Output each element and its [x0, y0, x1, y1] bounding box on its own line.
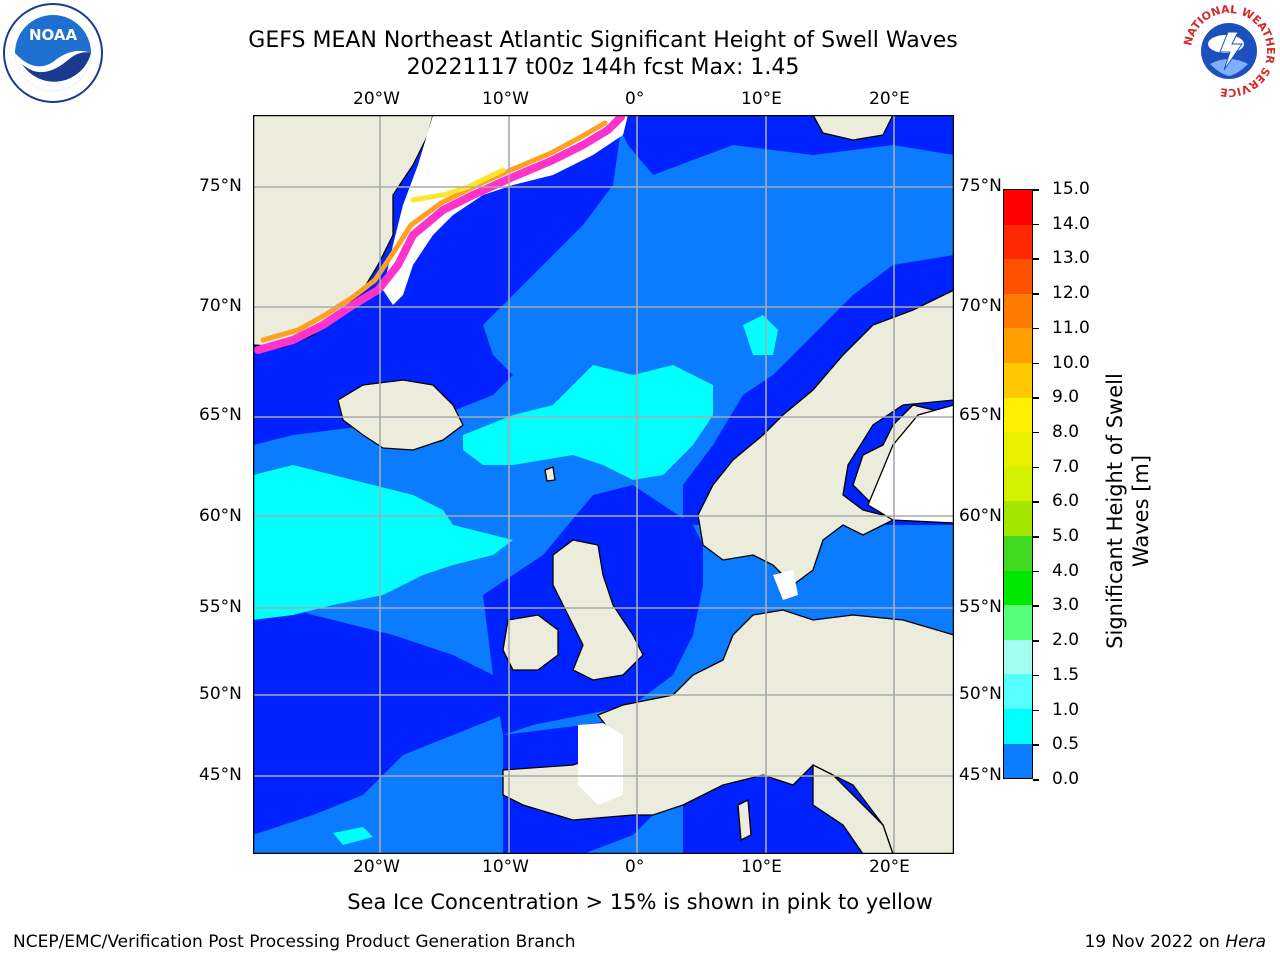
lat-label-left: 60°N [199, 506, 242, 526]
colorbar-tick-mark [1033, 258, 1039, 260]
colorbar-tick-mark [1033, 189, 1039, 191]
colorbar-tick-label: 8.0 [1052, 421, 1080, 442]
lon-label-top: 0° [625, 89, 645, 109]
colorbar-segment [1004, 466, 1032, 502]
colorbar-segment [1004, 674, 1032, 709]
map-title-line2: 20221117 t00z 144h fcst Max: 1.45 [406, 55, 800, 80]
colorbar-tick-mark [1033, 223, 1039, 226]
colorbar-tick-label: 0.0 [1052, 769, 1080, 789]
noaa-logo-text: NOAA [29, 26, 78, 44]
lon-label-top: 10°E [741, 89, 782, 109]
nws-logo: NATIONAL WEATHER SERVICE [1180, 2, 1278, 100]
colorbar-tick-label: 10.0 [1052, 352, 1090, 373]
colorbar-segment [1004, 190, 1032, 225]
colorbar-tick-mark [1033, 744, 1039, 746]
lon-label-bottom: 10°W [482, 857, 529, 877]
lat-label-left: 45°N [199, 765, 242, 785]
lon-label-bottom: 20°W [353, 857, 400, 877]
lat-label-left: 75°N [199, 176, 242, 196]
colorbar-tick-mark [1033, 536, 1039, 538]
colorbar-tick-mark [1033, 466, 1039, 469]
map-title-line1: GEFS MEAN Northeast Atlantic Significant… [248, 28, 958, 53]
colorbar-tick-label: 5.0 [1052, 526, 1080, 547]
colorbar-tick-label: 2.0 [1052, 630, 1080, 651]
colorbar-segment [1004, 224, 1032, 260]
colorbar-segment [1004, 535, 1032, 571]
colorbar-segment [1004, 362, 1032, 398]
colorbar-tick-mark [1033, 327, 1039, 330]
colorbar-label: Significant Height of Swell Waves [m] [1103, 373, 1153, 649]
lat-label-right: 55°N [959, 597, 1002, 617]
colorbar-tick-label: 4.0 [1052, 560, 1080, 581]
colorbar-segment [1004, 743, 1032, 779]
lat-label-right: 60°N [959, 506, 1002, 526]
colorbar-tick-mark [1033, 640, 1039, 642]
colorbar-tick-label: 13.0 [1052, 248, 1090, 269]
graticule [253, 115, 954, 854]
colorbar-tick-mark [1033, 293, 1039, 295]
colorbar-tick-label: 1.5 [1052, 664, 1080, 685]
colorbar [1003, 189, 1033, 779]
swell-height-map [252, 113, 955, 855]
colorbar-segment [1004, 708, 1032, 744]
colorbar-tick-label: 3.0 [1052, 595, 1080, 616]
colorbar-segment [1004, 293, 1032, 329]
colorbar-tick-mark [1033, 779, 1039, 781]
colorbar-tick-label: 14.0 [1052, 213, 1090, 234]
colorbar-tick-label: 15.0 [1052, 179, 1090, 199]
colorbar-tick-label: 7.0 [1052, 456, 1080, 477]
colorbar-segment [1004, 570, 1032, 606]
lat-label-left: 50°N [199, 684, 242, 704]
colorbar-tick-label: 9.0 [1052, 387, 1080, 408]
lat-label-left: 70°N [199, 296, 242, 316]
credit-line: NCEP/EMC/Verification Post Processing Pr… [13, 932, 576, 952]
colorbar-tick-mark [1033, 431, 1039, 434]
colorbar-segment [1004, 432, 1032, 467]
lat-label-right: 75°N [959, 176, 1002, 196]
colorbar-tick-label: 11.0 [1052, 317, 1090, 338]
lon-label-top: 20°E [869, 89, 910, 109]
colorbar-segment [1004, 259, 1032, 294]
colorbar-segment [1004, 328, 1032, 363]
colorbar-tick-label: 6.0 [1052, 491, 1080, 512]
noaa-logo: NOAA [2, 2, 104, 104]
lon-label-bottom: 20°E [869, 857, 910, 877]
timestamp: 19 Nov 2022 on Hera [1084, 932, 1266, 952]
colorbar-segment [1004, 501, 1032, 536]
colorbar-tick-label: 1.0 [1052, 699, 1080, 720]
lon-label-bottom: 0° [625, 857, 645, 877]
colorbar-tick-mark [1033, 570, 1039, 573]
colorbar-tick-mark [1033, 605, 1039, 607]
lat-label-right: 50°N [959, 684, 1002, 704]
lat-label-right: 70°N [959, 296, 1002, 316]
lat-label-right: 65°N [959, 405, 1002, 425]
no-data-areas [383, 115, 798, 805]
sea-ice-note: Sea Ice Concentration > 15% is shown in … [347, 890, 933, 914]
lon-label-top: 20°W [353, 89, 400, 109]
lon-label-top: 10°W [482, 89, 529, 109]
lon-label-bottom: 10°E [741, 857, 782, 877]
colorbar-tick-mark [1033, 397, 1039, 399]
colorbar-segment [1004, 397, 1032, 433]
colorbar-segment [1004, 605, 1032, 640]
lat-label-right: 45°N [959, 765, 1002, 785]
lat-label-left: 55°N [199, 597, 242, 617]
map-area [252, 113, 955, 855]
swell-level-1.0-1.5 [253, 315, 778, 845]
colorbar-segment [1004, 639, 1032, 675]
colorbar-tick-label: 12.0 [1052, 283, 1090, 304]
colorbar-tick-mark [1033, 674, 1039, 677]
colorbar-tick-label: 0.5 [1052, 734, 1080, 755]
sea-ice-edge [254, 113, 625, 354]
colorbar-tick-mark [1033, 501, 1039, 503]
colorbar-tick-mark [1033, 362, 1039, 365]
lat-label-left: 65°N [199, 405, 242, 425]
colorbar-tick-mark [1033, 709, 1039, 712]
